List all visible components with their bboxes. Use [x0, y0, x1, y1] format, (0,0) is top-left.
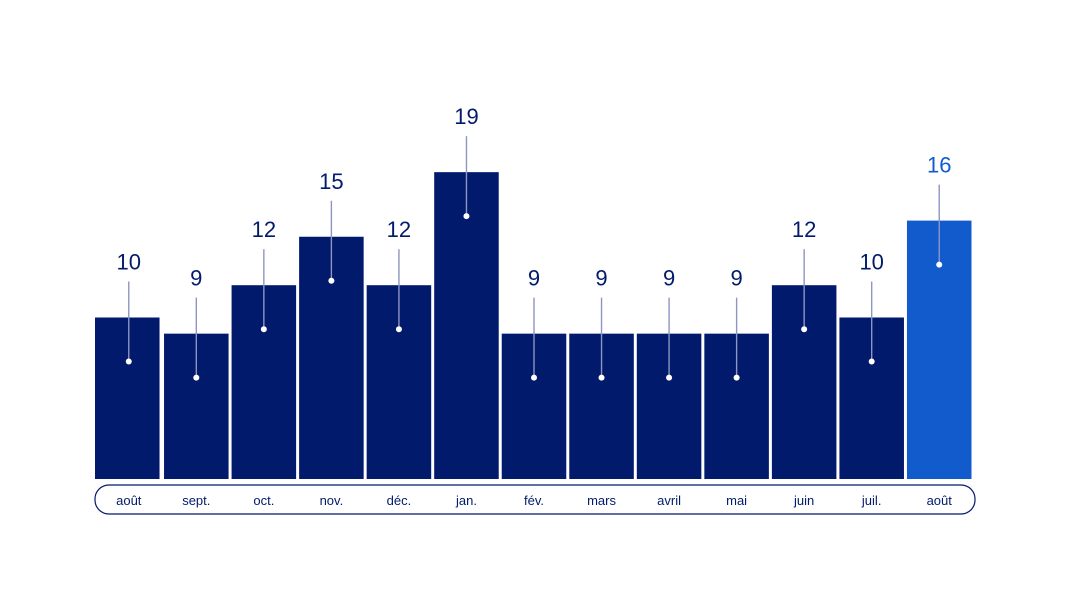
x-tick-label-7: fév. — [524, 493, 544, 508]
leader-dot-8 — [598, 374, 605, 381]
leader-dot-6 — [463, 213, 470, 220]
x-tick-label-13: août — [927, 493, 953, 508]
leader-lines-group — [125, 136, 943, 381]
x-tick-label-6: jan. — [455, 493, 477, 508]
value-label-13: 16 — [927, 153, 951, 178]
leader-dot-7 — [531, 374, 537, 381]
value-label-6: 19 — [454, 104, 478, 129]
bar-1 — [95, 317, 160, 479]
value-label-10: 9 — [730, 266, 742, 291]
leader-dot-12 — [868, 358, 875, 365]
value-label-1: 10 — [117, 250, 141, 275]
value-label-12: 10 — [859, 250, 883, 275]
leader-dot-11 — [801, 326, 808, 333]
leader-dot-5 — [395, 326, 402, 333]
leader-dot-2 — [193, 374, 200, 381]
leader-dot-4 — [328, 277, 335, 284]
x-tick-label-12: juil. — [861, 493, 882, 508]
bars-group — [95, 172, 972, 479]
value-label-11: 12 — [792, 217, 816, 242]
leader-dot-3 — [260, 326, 267, 333]
x-tick-label-10: mai — [726, 493, 747, 508]
x-tick-label-1: août — [116, 493, 142, 508]
value-label-5: 12 — [387, 217, 411, 242]
x-tick-label-3: oct. — [253, 493, 274, 508]
x-tick-label-5: déc. — [387, 493, 412, 508]
value-label-8: 9 — [595, 266, 607, 291]
value-label-3: 12 — [252, 217, 276, 242]
value-label-7: 9 — [528, 266, 540, 291]
bar-6 — [434, 172, 499, 479]
leader-dot-9 — [666, 374, 673, 381]
leader-dot-13 — [936, 261, 943, 268]
value-label-9: 9 — [663, 266, 675, 291]
leader-dot-10 — [733, 374, 740, 381]
x-tick-label-8: mars — [587, 493, 616, 508]
x-tick-label-11: juin — [793, 493, 814, 508]
x-tick-label-4: nov. — [320, 493, 344, 508]
leader-dot-1 — [125, 358, 132, 365]
x-axis-pill — [94, 484, 976, 515]
x-tick-label-2: sept. — [182, 493, 210, 508]
x-axis-labels-group: août sept. oct. nov. déc. jan. fév. mars avril ma… — [116, 493, 952, 508]
x-tick-label-9: avril — [657, 493, 681, 508]
value-labels-group: 10 9 12 15 12 19 9 9 9 9 12 10 16 — [117, 104, 952, 291]
value-label-2: 9 — [190, 266, 202, 291]
value-label-4: 15 — [319, 169, 343, 194]
